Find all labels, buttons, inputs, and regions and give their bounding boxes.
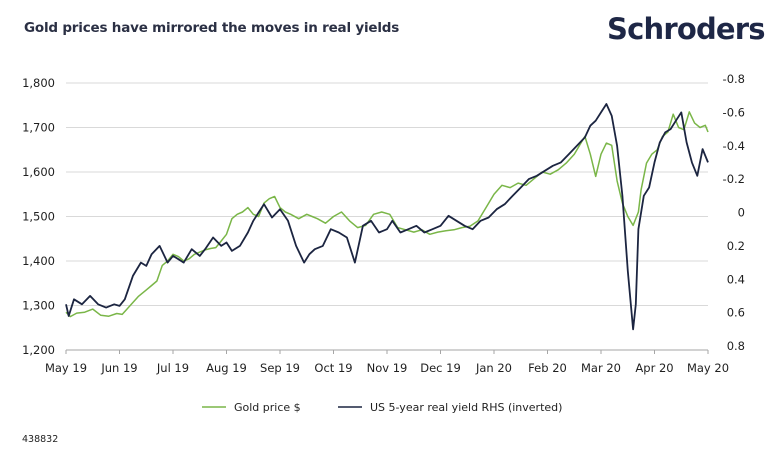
left-tick-label: 1,500 xyxy=(22,210,55,224)
legend: Gold price $ US 5-year real yield RHS (in… xyxy=(202,401,562,414)
left-axis-ticks: 1,200 1,300 1,400 1,500 1,600 1,700 1,800 xyxy=(22,76,55,357)
chart-title: Gold prices have mirrored the moves in r… xyxy=(24,20,400,36)
x-tick-label: Dec 19 xyxy=(420,361,461,375)
x-tick-label: Feb 20 xyxy=(528,361,567,375)
left-tick-label: 1,600 xyxy=(22,165,55,179)
right-tick-label: 0.6 xyxy=(727,306,745,320)
right-tick-label: -0.8 xyxy=(723,72,745,86)
x-tick-label: Jan 20 xyxy=(475,361,512,375)
left-tick-label: 1,700 xyxy=(22,121,55,135)
right-tick-label: -0.2 xyxy=(723,172,745,186)
x-tick-label: Sep 19 xyxy=(260,361,300,375)
real-yield-line xyxy=(65,103,709,331)
series-lines xyxy=(65,103,709,331)
left-tick-label: 1,800 xyxy=(22,76,55,90)
x-tick-label: Jul 19 xyxy=(156,361,189,375)
left-tick-label: 1,300 xyxy=(22,299,55,313)
right-tick-label: 0 xyxy=(738,206,745,220)
right-tick-label: 0.2 xyxy=(727,239,745,253)
right-tick-label: -0.4 xyxy=(723,139,745,153)
x-tick-label: Jun 19 xyxy=(100,361,137,375)
left-tick-label: 1,200 xyxy=(22,343,55,357)
legend-label: Gold price $ xyxy=(234,401,301,414)
x-tick-label: May 20 xyxy=(687,361,729,375)
right-axis-ticks: -0.8 -0.6 -0.4 -0.2 0 0.2 0.4 0.6 0.8 xyxy=(723,72,745,353)
left-tick-label: 1,400 xyxy=(22,254,55,268)
chart-code: 438832 xyxy=(22,434,59,445)
gold-price-line xyxy=(65,111,709,318)
x-tick-label: Mar 20 xyxy=(581,361,621,375)
right-tick-label: 0.8 xyxy=(727,339,745,353)
x-tick-label: Oct 19 xyxy=(314,361,352,375)
x-tick-label: Nov 19 xyxy=(367,361,408,375)
x-tick-label: Apr 20 xyxy=(635,361,673,375)
right-tick-label: -0.6 xyxy=(723,105,745,119)
x-tick-label: May 19 xyxy=(45,361,87,375)
legend-label: US 5-year real yield RHS (inverted) xyxy=(370,401,562,414)
x-axis: May 19 Jun 19 Jul 19 Aug 19 Sep 19 Oct 19 Nov … xyxy=(45,349,729,375)
x-tick-label: Aug 19 xyxy=(206,361,247,375)
gridlines xyxy=(66,82,708,306)
right-tick-label: 0.4 xyxy=(727,272,745,286)
schroders-logo: Schroders xyxy=(607,12,766,46)
